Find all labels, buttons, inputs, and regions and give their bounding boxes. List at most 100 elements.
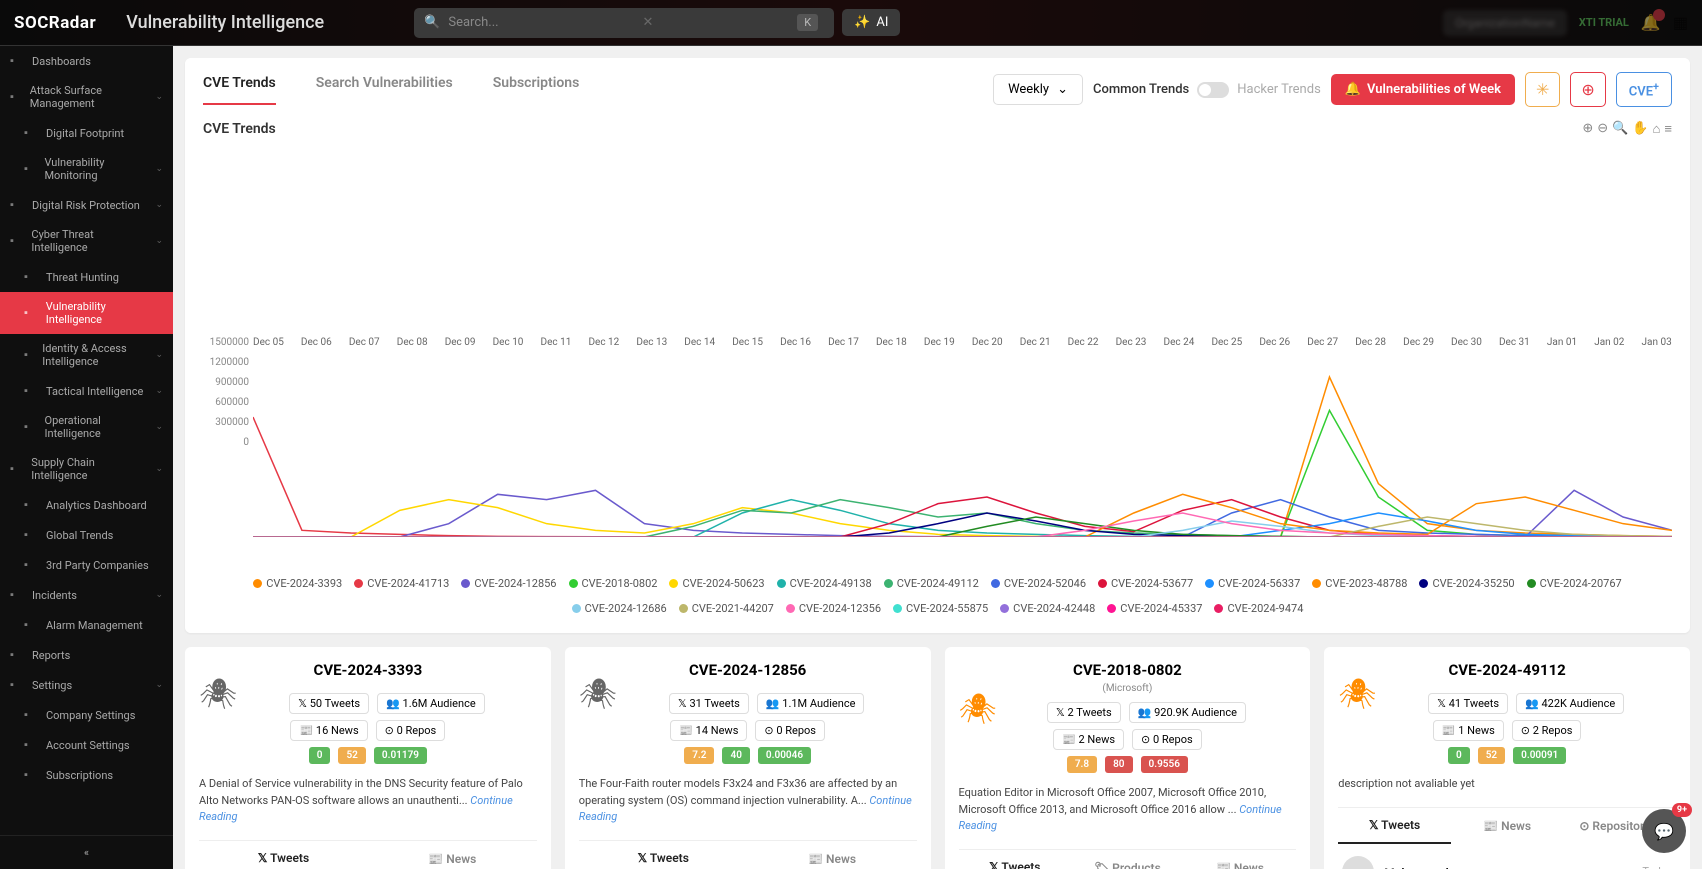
cve-card: CVE-2024-49112 🕷 𝕏 41 Tweets 👥 422K Audi… — [1324, 647, 1690, 869]
org-selector[interactable]: OrganizationName — [1443, 10, 1567, 36]
legend-item[interactable]: CVE-2023-48788 — [1312, 577, 1407, 590]
sidebar-item-identity-access-intelligence[interactable]: ▪ Identity & Access Intelligence ⌄ — [0, 334, 173, 376]
legend-item[interactable]: CVE-2024-55875 — [893, 602, 988, 615]
continue-reading-link[interactable]: Continue Reading — [959, 803, 1282, 833]
sidebar-item-digital-footprint[interactable]: ▪ Digital Footprint — [0, 118, 173, 148]
legend-item[interactable]: CVE-2024-3393 — [253, 577, 342, 590]
continue-reading-link[interactable]: Continue Reading — [579, 794, 912, 824]
sidebar-item-reports[interactable]: ▪ Reports — [0, 640, 173, 670]
ai-button[interactable]: ✨ AI — [842, 9, 900, 36]
legend-item[interactable]: CVE-2024-42448 — [1000, 602, 1095, 615]
legend-item[interactable]: CVE-2024-41713 — [354, 577, 449, 590]
apps-icon[interactable]: ▦ — [1673, 13, 1688, 32]
card-tab-news[interactable]: 📰 News — [1451, 808, 1564, 844]
sidebar-item-company-settings[interactable]: ▪ Company Settings — [0, 700, 173, 730]
sidebar-item-global-trends[interactable]: ▪ Global Trends — [0, 520, 173, 550]
card-tab-tweets[interactable]: 𝕏 Tweets — [199, 841, 368, 869]
sidebar-item-vulnerability-monitoring[interactable]: ▪ Vulnerability Monitoring ⌄ — [0, 148, 173, 190]
chevron-down-icon: ⌄ — [155, 200, 163, 210]
legend-item[interactable]: CVE-2024-12356 — [786, 602, 881, 615]
legend-item[interactable]: CVE-2024-49138 — [777, 577, 872, 590]
legend-item[interactable]: CVE-2018-0802 — [569, 577, 658, 590]
chat-icon: 💬 — [1654, 822, 1674, 841]
legend-dot — [679, 604, 688, 613]
help-button[interactable]: 💬 9+ — [1642, 809, 1686, 853]
trends-toggle[interactable] — [1197, 82, 1229, 98]
legend-item[interactable]: CVE-2024-56337 — [1205, 577, 1300, 590]
cve-id[interactable]: CVE-2024-49112 — [1338, 661, 1676, 679]
weekly-dropdown[interactable]: Weekly ⌄ — [993, 74, 1083, 105]
legend-item[interactable]: CVE-2024-20767 — [1527, 577, 1622, 590]
menu-icon[interactable]: ≡ — [1664, 121, 1672, 137]
sidebar-icon: ▪ — [24, 528, 38, 542]
card-tab-tweets[interactable]: 𝕏 Tweets — [959, 850, 1072, 869]
add-button[interactable]: ⊕ — [1570, 72, 1605, 107]
legend-item[interactable]: CVE-2024-52046 — [991, 577, 1086, 590]
sidebar-item-digital-risk-protection[interactable]: ▪ Digital Risk Protection ⌄ — [0, 190, 173, 220]
vulnerabilities-of-week-button[interactable]: 🔔 Vulnerabilities of Week — [1331, 74, 1515, 105]
legend-item[interactable]: CVE-2024-53677 — [1098, 577, 1193, 590]
sidebar-collapse[interactable]: « — [0, 835, 173, 869]
sidebar-item-operational-intelligence[interactable]: ▪ Operational Intelligence ⌄ — [0, 406, 173, 448]
zoom-out-icon[interactable]: ⊖ — [1597, 121, 1608, 137]
cve-id[interactable]: CVE-2018-0802 — [959, 661, 1297, 679]
legend-item[interactable]: CVE-2024-50623 — [669, 577, 764, 590]
sidebar-item-vulnerability-intelligence[interactable]: ▪ Vulnerability Intelligence — [0, 292, 173, 334]
spider-button[interactable]: ✳ — [1525, 72, 1560, 107]
sidebar-item-incidents[interactable]: ▪ Incidents ⌄ — [0, 580, 173, 610]
sidebar-item-subscriptions[interactable]: ▪ Subscriptions — [0, 760, 173, 790]
tab-subscriptions[interactable]: Subscriptions — [493, 75, 580, 105]
card-tab-news[interactable]: 📰 News — [748, 841, 917, 869]
trial-button[interactable]: XTI TRIAL — [1579, 16, 1629, 29]
cve-card: CVE-2024-3393 🕷 𝕏 50 Tweets 👥 1.6M Audie… — [185, 647, 551, 869]
chart-area[interactable]: 030000060000090000012000001500000 Dec 05… — [253, 337, 1672, 567]
card-tab-news[interactable]: 📰 News — [1184, 850, 1297, 869]
tweets-count: 𝕏 41 Tweets — [1428, 693, 1508, 714]
score-pill: 52 — [338, 747, 365, 764]
legend-item[interactable]: CVE-2024-9474 — [1214, 602, 1303, 615]
legend-dot — [569, 579, 578, 588]
sidebar-item-attack-surface-management[interactable]: ▪ Attack Surface Management ⌄ — [0, 76, 173, 118]
logo[interactable]: SOCRadar — [14, 13, 96, 33]
chevron-down-icon: ⌄ — [155, 92, 163, 102]
card-tab-tweets[interactable]: 𝕏 Tweets — [1338, 808, 1451, 844]
legend-item[interactable]: CVE-2021-44207 — [679, 602, 774, 615]
tab-search-vulnerabilities[interactable]: Search Vulnerabilities — [316, 75, 453, 105]
sidebar-item-account-settings[interactable]: ▪ Account Settings — [0, 730, 173, 760]
cve-filter-button[interactable]: CVE+ — [1616, 72, 1672, 107]
notifications-icon[interactable]: 🔔 — [1641, 13, 1661, 33]
tweet-row[interactable]: Muhammed... @zertux6 • Today — [1338, 844, 1676, 869]
sidebar-icon: ▪ — [24, 162, 36, 176]
card-tab-news[interactable]: 📰 News — [368, 841, 537, 869]
sidebar-item-alarm-management[interactable]: ▪ Alarm Management — [0, 610, 173, 640]
sidebar-item-analytics-dashboard[interactable]: ▪ Analytics Dashboard — [0, 490, 173, 520]
search-input[interactable]: 🔍 Search... ✕ K — [414, 8, 834, 38]
sidebar-item-tactical-intelligence[interactable]: ▪ Tactical Intelligence ⌄ — [0, 376, 173, 406]
sidebar-item-dashboards[interactable]: ▪ Dashboards — [0, 46, 173, 76]
tab-cve-trends[interactable]: CVE Trends — [203, 75, 276, 105]
legend-item[interactable]: CVE-2024-35250 — [1419, 577, 1514, 590]
card-tab-tweets[interactable]: 𝕏 Tweets — [579, 841, 748, 869]
cve-id[interactable]: CVE-2024-3393 — [199, 661, 537, 679]
zoom-in-icon[interactable]: ⊕ — [1582, 121, 1593, 137]
pan-icon[interactable]: ✋ — [1632, 121, 1648, 137]
sidebar-icon: ▪ — [10, 588, 24, 602]
sidebar-item-cyber-threat-intelligence[interactable]: ▪ Cyber Threat Intelligence ⌄ — [0, 220, 173, 262]
zoom-icon[interactable]: 🔍 — [1612, 121, 1628, 137]
card-tab-products[interactable]: 🏷 Products — [1071, 850, 1184, 869]
tweets-count: 𝕏 2 Tweets — [1047, 702, 1121, 723]
clear-icon[interactable]: ✕ — [642, 15, 653, 30]
sidebar-item--rd-party-companies[interactable]: ▪ 3rd Party Companies — [0, 550, 173, 580]
sidebar-item-threat-hunting[interactable]: ▪ Threat Hunting — [0, 262, 173, 292]
continue-reading-link[interactable]: Continue Reading — [199, 794, 513, 824]
chart-toolbar[interactable]: ⊕ ⊖ 🔍 ✋ ⌂ ≡ — [1582, 121, 1672, 137]
legend-item[interactable]: CVE-2024-12686 — [572, 602, 667, 615]
legend-item[interactable]: CVE-2024-12856 — [461, 577, 556, 590]
cve-cards-row: CVE-2024-3393 🕷 𝕏 50 Tweets 👥 1.6M Audie… — [185, 647, 1690, 869]
legend-item[interactable]: CVE-2024-45337 — [1107, 602, 1202, 615]
home-icon[interactable]: ⌂ — [1653, 121, 1661, 137]
cve-id[interactable]: CVE-2024-12856 — [579, 661, 917, 679]
sidebar-item-supply-chain-intelligence[interactable]: ▪ Supply Chain Intelligence ⌄ — [0, 448, 173, 490]
legend-item[interactable]: CVE-2024-49112 — [884, 577, 979, 590]
sidebar-item-settings[interactable]: ▪ Settings ⌄ — [0, 670, 173, 700]
